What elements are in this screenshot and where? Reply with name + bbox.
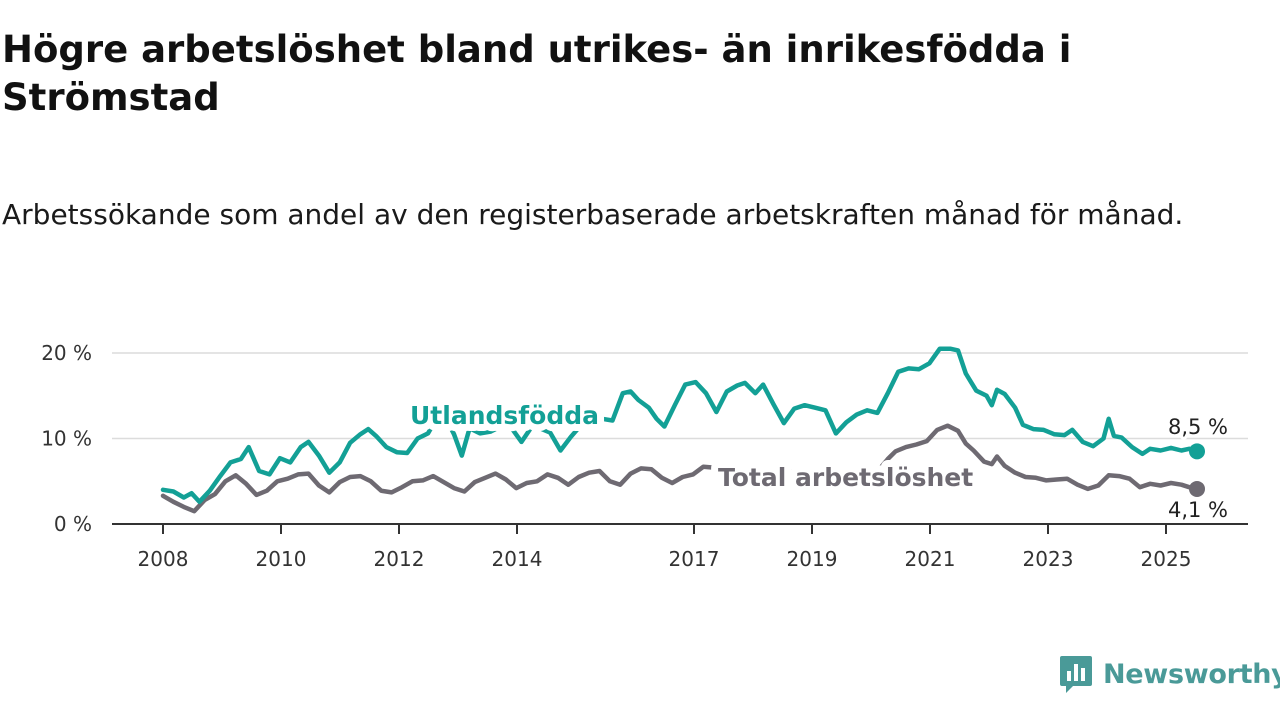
x-tick-label: 2010	[256, 547, 307, 571]
series-end-point	[1189, 480, 1205, 497]
x-tick-label: 2008	[138, 547, 189, 571]
x-tick-label: 2019	[787, 547, 838, 571]
y-axis-ticks: 0 % 10 % 20 %	[41, 341, 92, 536]
series-name-label: Total arbetslöshet	[718, 463, 973, 492]
end-value-halo: 4,1 %	[1168, 498, 1228, 522]
series-label-halo: Utlandsfödda	[410, 401, 599, 430]
newsworthy-logo[interactable]: Newsworthy	[1059, 654, 1280, 694]
x-tick-label: 2023	[1023, 547, 1074, 571]
series-label-halo: Total arbetslöshet	[718, 463, 973, 492]
y-tick-label: 20 %	[41, 341, 92, 365]
end-value-label: 4,1 %	[1168, 498, 1228, 522]
x-tick-label: 2012	[374, 547, 425, 571]
end-value-halo: 8,5 %	[1168, 415, 1228, 439]
brand-name: Newsworthy	[1103, 658, 1280, 690]
series-name-label: Utlandsfödda	[410, 401, 599, 430]
chart-subtitle: Arbetssökande som andel av den registerb…	[2, 198, 1184, 231]
x-tick-label: 2014	[492, 547, 543, 571]
y-tick-label: 10 %	[41, 427, 92, 451]
series-lines	[160, 346, 1205, 514]
x-axis-ticks: 2008 2010 2012 2014 2017 2019 2021 2023 2025	[138, 524, 1192, 571]
chart-title: Högre arbetslöshet bland utrikes- än inr…	[2, 28, 1072, 119]
x-tick-label: 2025	[1141, 547, 1192, 571]
x-tick-label: 2021	[905, 547, 956, 571]
series-line	[160, 346, 1200, 505]
series-line	[160, 423, 1200, 514]
x-tick-label: 2017	[669, 547, 720, 571]
newsworthy-logo-icon	[1060, 656, 1092, 693]
series-end-point	[1189, 443, 1205, 460]
end-value-label: 8,5 %	[1168, 415, 1228, 439]
y-tick-label: 0 %	[54, 512, 92, 536]
grid-lines	[112, 352, 1248, 525]
